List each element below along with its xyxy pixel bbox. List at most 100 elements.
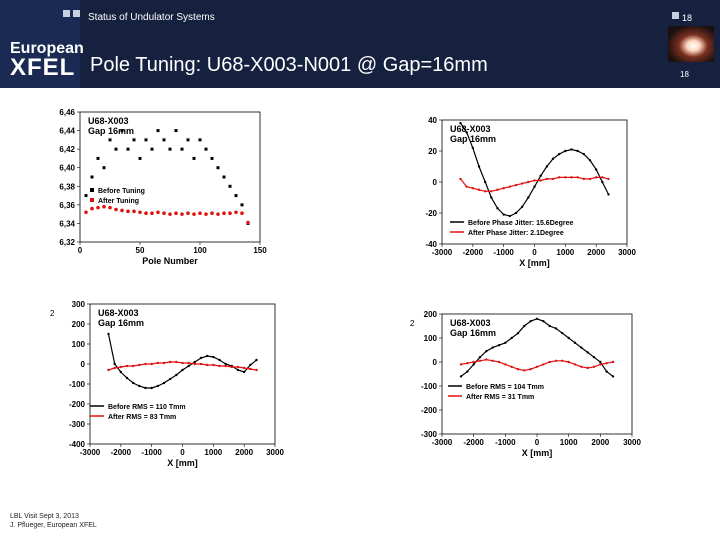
data-point — [601, 180, 604, 184]
data-point — [605, 370, 608, 373]
data-point — [224, 362, 227, 366]
y-tick-label: 6,34 — [59, 219, 75, 228]
data-point — [242, 366, 246, 370]
data-point — [138, 363, 141, 367]
data-point — [576, 176, 579, 179]
data-point — [599, 363, 602, 366]
data-point — [459, 121, 462, 125]
y-tick-label: 0 — [433, 178, 438, 187]
x-tick-label: 1000 — [204, 448, 222, 457]
y-tick-label: 200 — [424, 310, 438, 319]
data-point — [601, 176, 604, 179]
x-axis-label: X [mm] — [519, 258, 550, 268]
data-point — [520, 182, 524, 185]
data-point — [504, 341, 507, 344]
chart-annotation: Gap 16mm — [98, 318, 144, 328]
data-point — [554, 359, 558, 362]
data-point — [210, 156, 214, 160]
data-point — [126, 209, 130, 214]
data-point — [592, 365, 596, 368]
data-point — [205, 363, 209, 367]
data-point — [607, 193, 610, 196]
data-point — [102, 204, 106, 209]
footer-line-2: J. Pflueger, European XFEL — [10, 522, 97, 529]
data-point — [246, 220, 250, 225]
data-point — [466, 362, 469, 365]
legend-label: Before RMS = 110 Tmm — [108, 404, 186, 411]
x-axis-label: X [mm] — [167, 458, 198, 468]
data-point — [478, 356, 482, 359]
data-point — [138, 156, 142, 160]
data-point — [607, 177, 610, 181]
chart-annotation: U68-X003 — [450, 318, 491, 328]
data-point — [84, 210, 88, 215]
data-point — [234, 210, 238, 215]
data-point — [175, 373, 178, 377]
legend-label: After RMS = 83 Tmm — [108, 414, 176, 421]
data-point — [466, 370, 469, 373]
data-point — [102, 166, 106, 170]
x-tick-label: 2000 — [587, 248, 605, 257]
y-tick-label: -100 — [421, 382, 438, 391]
chart-trajectory-before-after: -3000 -2000 -1000 0 1000 2000 3000 -400 -300 -200… — [40, 290, 290, 480]
data-point — [551, 157, 555, 160]
data-point — [210, 211, 214, 216]
y-tick-label: 100 — [424, 334, 438, 343]
data-point — [557, 152, 561, 156]
y-tick-label: 0 — [81, 360, 86, 369]
x-tick-label: 1000 — [560, 438, 578, 447]
data-point — [144, 362, 147, 366]
data-point — [542, 320, 545, 323]
y-tick-label: -200 — [421, 406, 438, 415]
data-point — [533, 179, 536, 182]
x-tick-label: 50 — [136, 246, 145, 255]
data-point — [107, 332, 110, 336]
y-tick-label: -200 — [69, 400, 86, 409]
data-point — [551, 177, 555, 181]
data-point — [84, 194, 88, 198]
page-number: 18 — [682, 13, 693, 23]
data-point — [594, 176, 598, 179]
data-point — [523, 324, 526, 328]
x-tick-label: -3000 — [80, 448, 101, 457]
y-tick-label: 6,40 — [59, 164, 75, 173]
chart-annotation: Gap 16mm — [88, 126, 134, 136]
data-point — [465, 185, 468, 188]
data-point — [483, 190, 487, 193]
x-axis-label: X [mm] — [522, 448, 553, 458]
logo-text-top: European — [10, 40, 84, 57]
decor-square — [63, 10, 70, 17]
data-point — [234, 194, 238, 198]
data-point — [502, 213, 505, 216]
data-point — [174, 211, 178, 216]
data-point — [126, 147, 130, 151]
data-point — [199, 356, 203, 360]
data-point — [527, 180, 530, 184]
data-point — [119, 365, 123, 369]
data-point — [523, 369, 526, 372]
data-point — [125, 376, 129, 380]
data-point — [497, 360, 501, 364]
x-tick-label: 1000 — [556, 248, 574, 257]
data-point — [533, 185, 536, 188]
data-point — [567, 360, 570, 364]
data-point — [497, 344, 501, 347]
data-point — [162, 138, 166, 142]
y-tick-label: 6,38 — [59, 182, 75, 191]
legend-label: After RMS = 31 Tmm — [466, 394, 534, 401]
x-tick-label: 0 — [180, 448, 185, 457]
x-tick-label: 0 — [78, 246, 83, 255]
data-point — [156, 361, 160, 365]
data-point — [580, 365, 583, 368]
data-point — [144, 386, 147, 390]
footer: LBL Visit Sept 3, 2013 J. Pflueger, Euro… — [10, 512, 97, 530]
legend-marker — [90, 198, 94, 202]
data-point — [529, 368, 532, 371]
y-tick-label: 6,44 — [59, 127, 75, 136]
x-tick-label: 3000 — [623, 438, 641, 447]
data-point — [535, 317, 539, 320]
data-point — [174, 129, 178, 133]
data-point — [514, 211, 518, 215]
page-number-small: 18 — [680, 70, 689, 79]
y-tick-label: -300 — [421, 430, 438, 439]
